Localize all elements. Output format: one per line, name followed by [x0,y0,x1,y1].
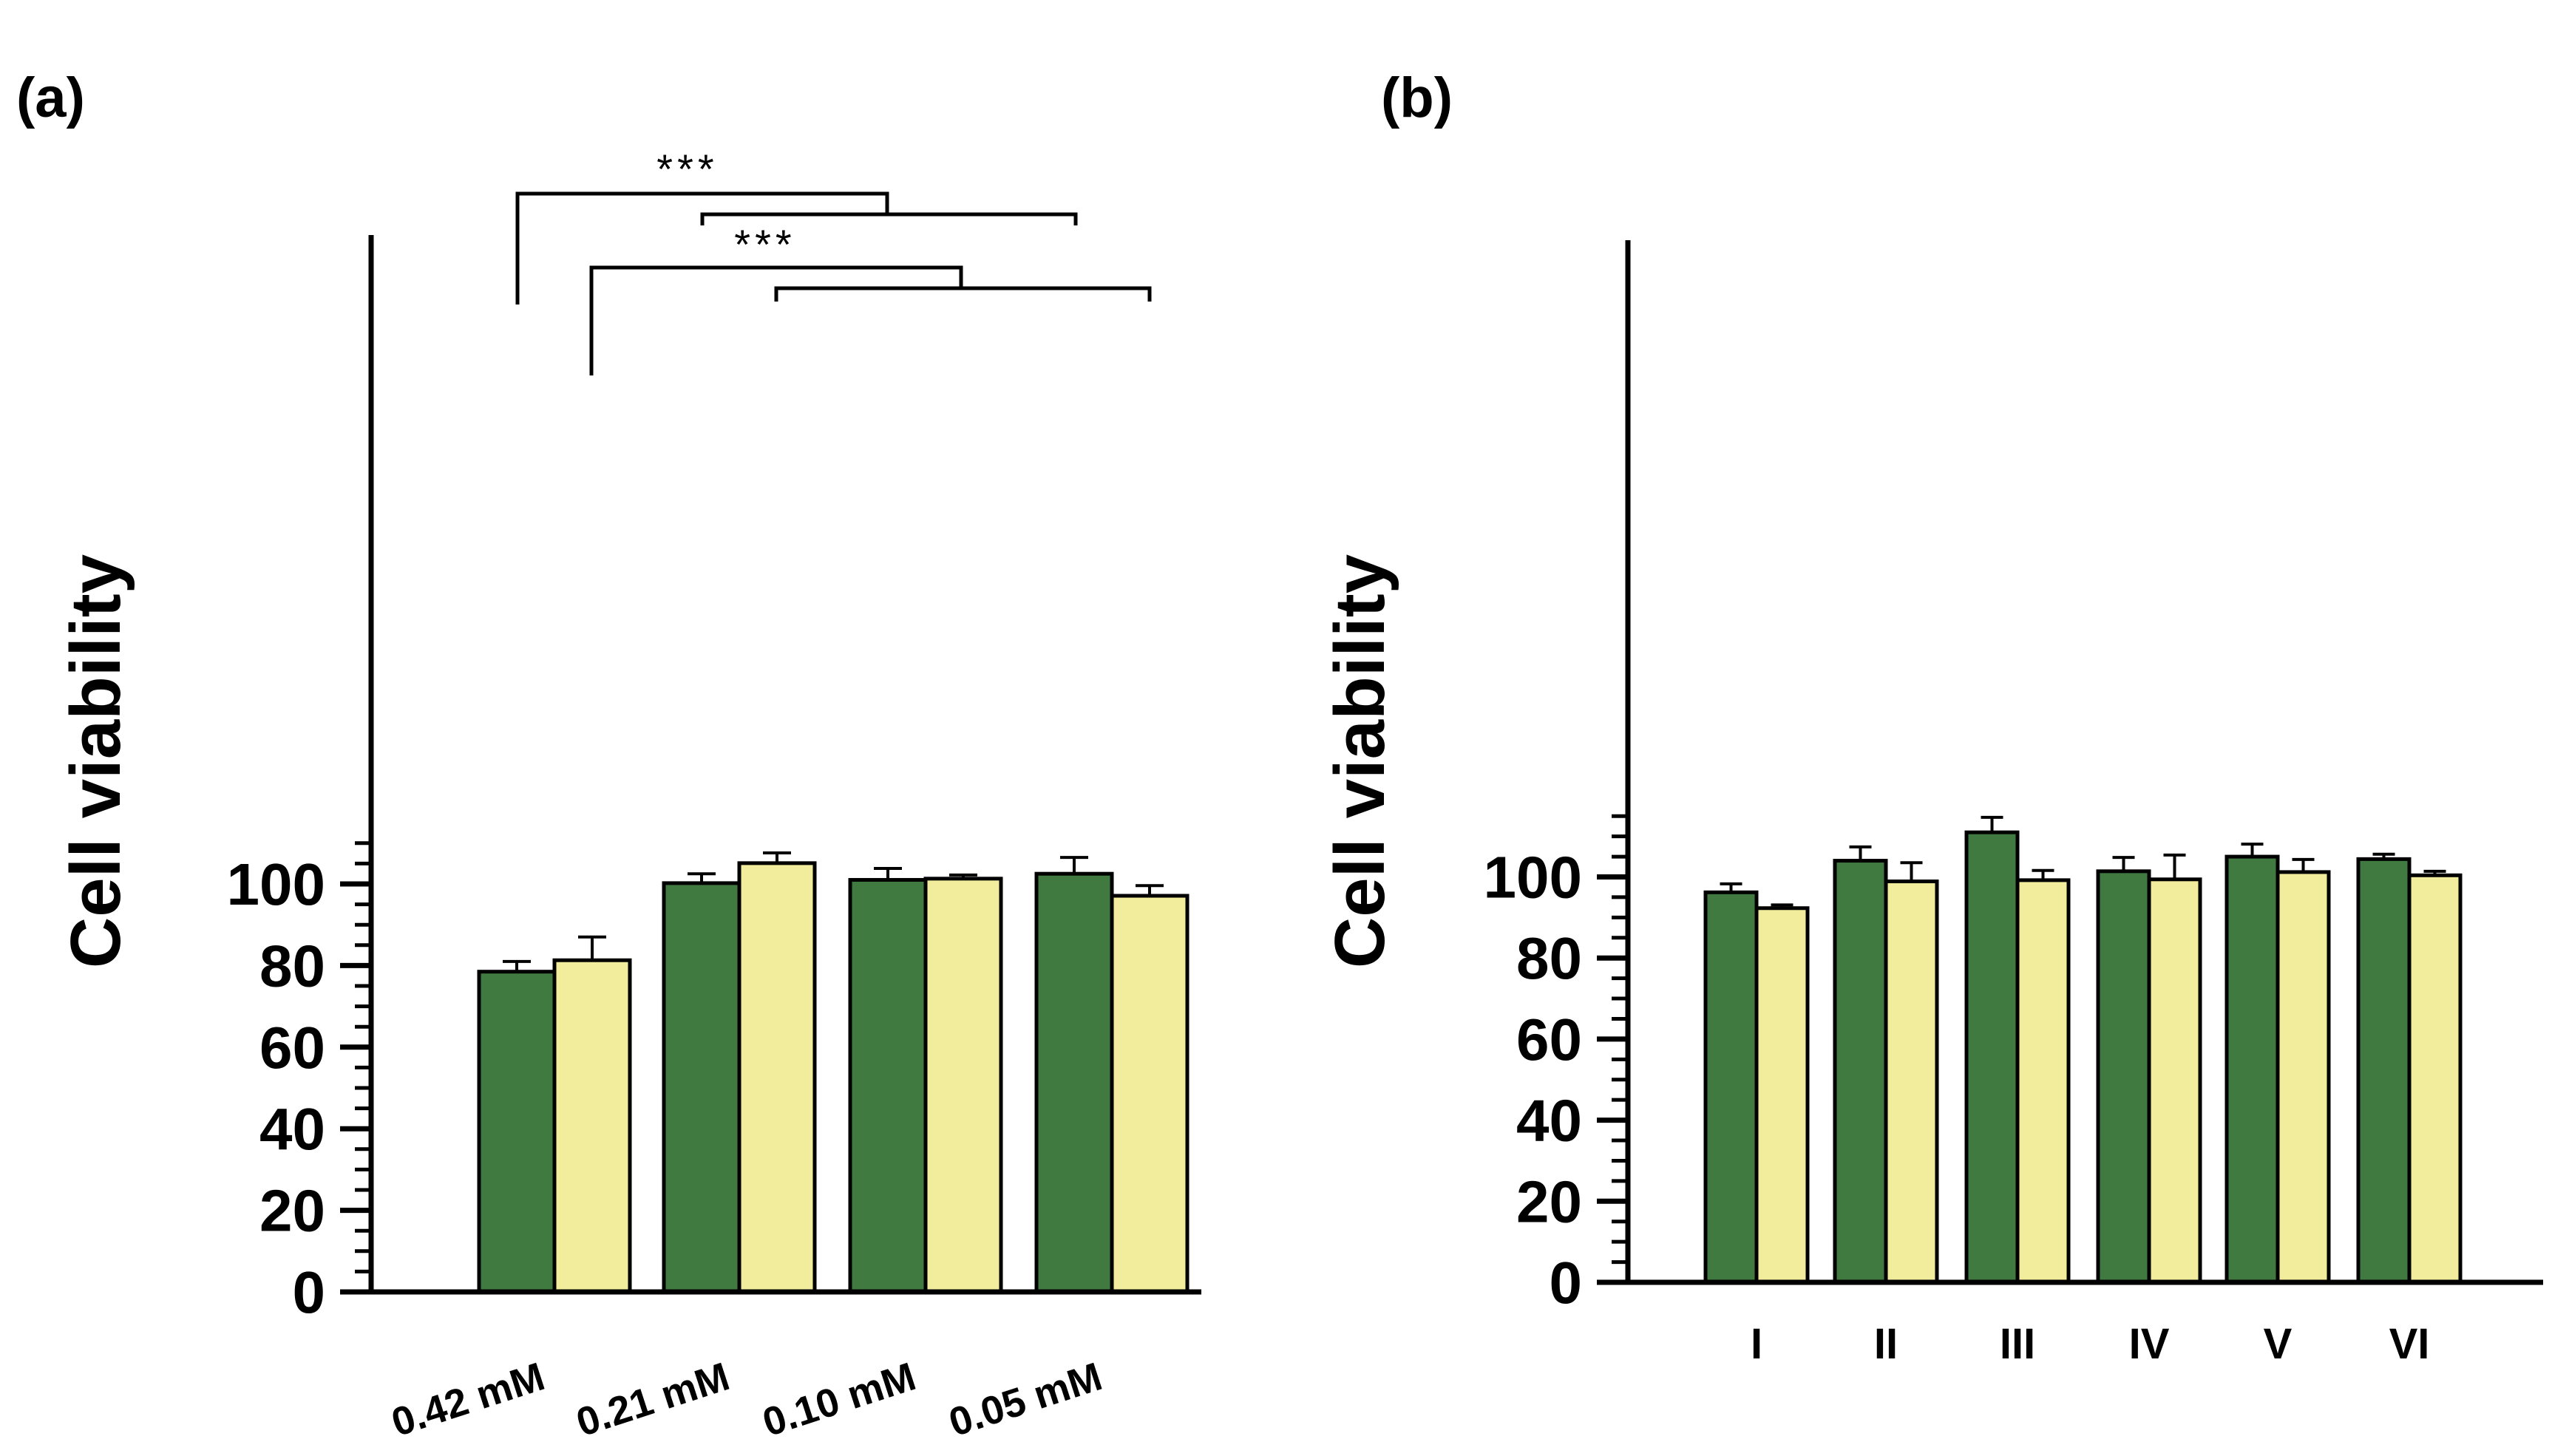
panel-a-x-tick-label: 0.10 mM [757,1354,920,1445]
panel-b-bar-s2-2 [2015,878,2071,1285]
panel-b-y-tick-label: 100 [1484,845,1582,911]
panel-a-y-tick-label: 40 [259,1096,325,1162]
panel-a-chart: (a) Cell viability 0 20 40 60 80 100 0.42 mM 0.21… [16,67,1201,1445]
panel-b-x-tick-label: V [2264,1320,2293,1368]
panel-a-y-tick-label: 20 [259,1178,325,1244]
panel-a-sig-label-2: *** [734,221,795,268]
panel-a-y-tick-label: 100 [227,851,325,917]
panel-a-bar-s1-1 [662,881,741,1294]
panel-a-x-tick-label: 0.21 mM [571,1354,734,1445]
panel-b-y-tick-label: 40 [1516,1088,1582,1154]
panel-a-sig-bracket-1 [515,191,889,305]
panel-b-x-tick-label: II [1874,1320,1898,1368]
panel-b-y-tick-label: 20 [1516,1168,1582,1234]
panel-b-bar-s1-3 [2096,869,2151,1285]
panel-b-bar-s2-4 [2276,870,2331,1285]
panel-b-bar-s2-5 [2407,873,2463,1285]
panel-a-sig-bracket-2 [589,265,963,375]
panel-a-sig-span-1 [700,212,1078,225]
panel-b-x-tick-label: III [2000,1320,2035,1368]
panel-a-bar-s1-3 [1034,871,1114,1294]
panel-a-y-tick-label: 80 [259,933,325,999]
panel-b-bar-s1-5 [2356,857,2412,1285]
panel-b-bar-s1-4 [2224,854,2280,1285]
panel-b-bar-s2-1 [1884,880,1939,1285]
panel-a-y-tick-label: 0 [293,1259,326,1325]
panel-b-label: (b) [1381,67,1453,129]
panel-b-x-tick-label: IV [2129,1320,2170,1368]
panel-a-x-tick-label: 0.05 mM [943,1354,1107,1445]
panel-a-y-axis-title: Cell viability [56,554,135,968]
panel-a-bar-s1-0 [477,970,557,1294]
panel-b-bar-s1-2 [1964,830,2020,1285]
panel-a-sig-span-2 [774,286,1152,302]
panel-a-bar-s2-3 [1110,894,1190,1294]
panel-a-bar-s1-2 [848,877,928,1294]
panel-b-y-axis-title: Cell viability [1320,554,1399,968]
panel-a-label: (a) [16,67,85,129]
panel-b-bar-s1-1 [1833,859,1888,1285]
panel-a-sig-label-1: *** [656,146,718,192]
panel-a-y-tick-label: 60 [259,1015,325,1081]
panel-b-bar-s2-3 [2147,877,2202,1285]
panel-a-bar-s2-0 [552,958,632,1294]
panel-b-y-tick-label: 60 [1516,1007,1582,1072]
panel-b-bar-s2-0 [1754,906,1810,1285]
panel-a-bar-s2-2 [923,877,1003,1294]
panel-a-x-tick-label: 0.42 mM [386,1354,549,1445]
panel-a-bar-s2-1 [737,861,817,1294]
panel-b-y-tick-label: 0 [1550,1250,1583,1316]
panel-b-x-tick-label: I [1751,1320,1762,1368]
panel-b-bar-s1-0 [1703,890,1759,1285]
panel-b-y-tick-label: 80 [1516,925,1582,991]
panel-b-x-tick-label: VI [2389,1320,2430,1368]
